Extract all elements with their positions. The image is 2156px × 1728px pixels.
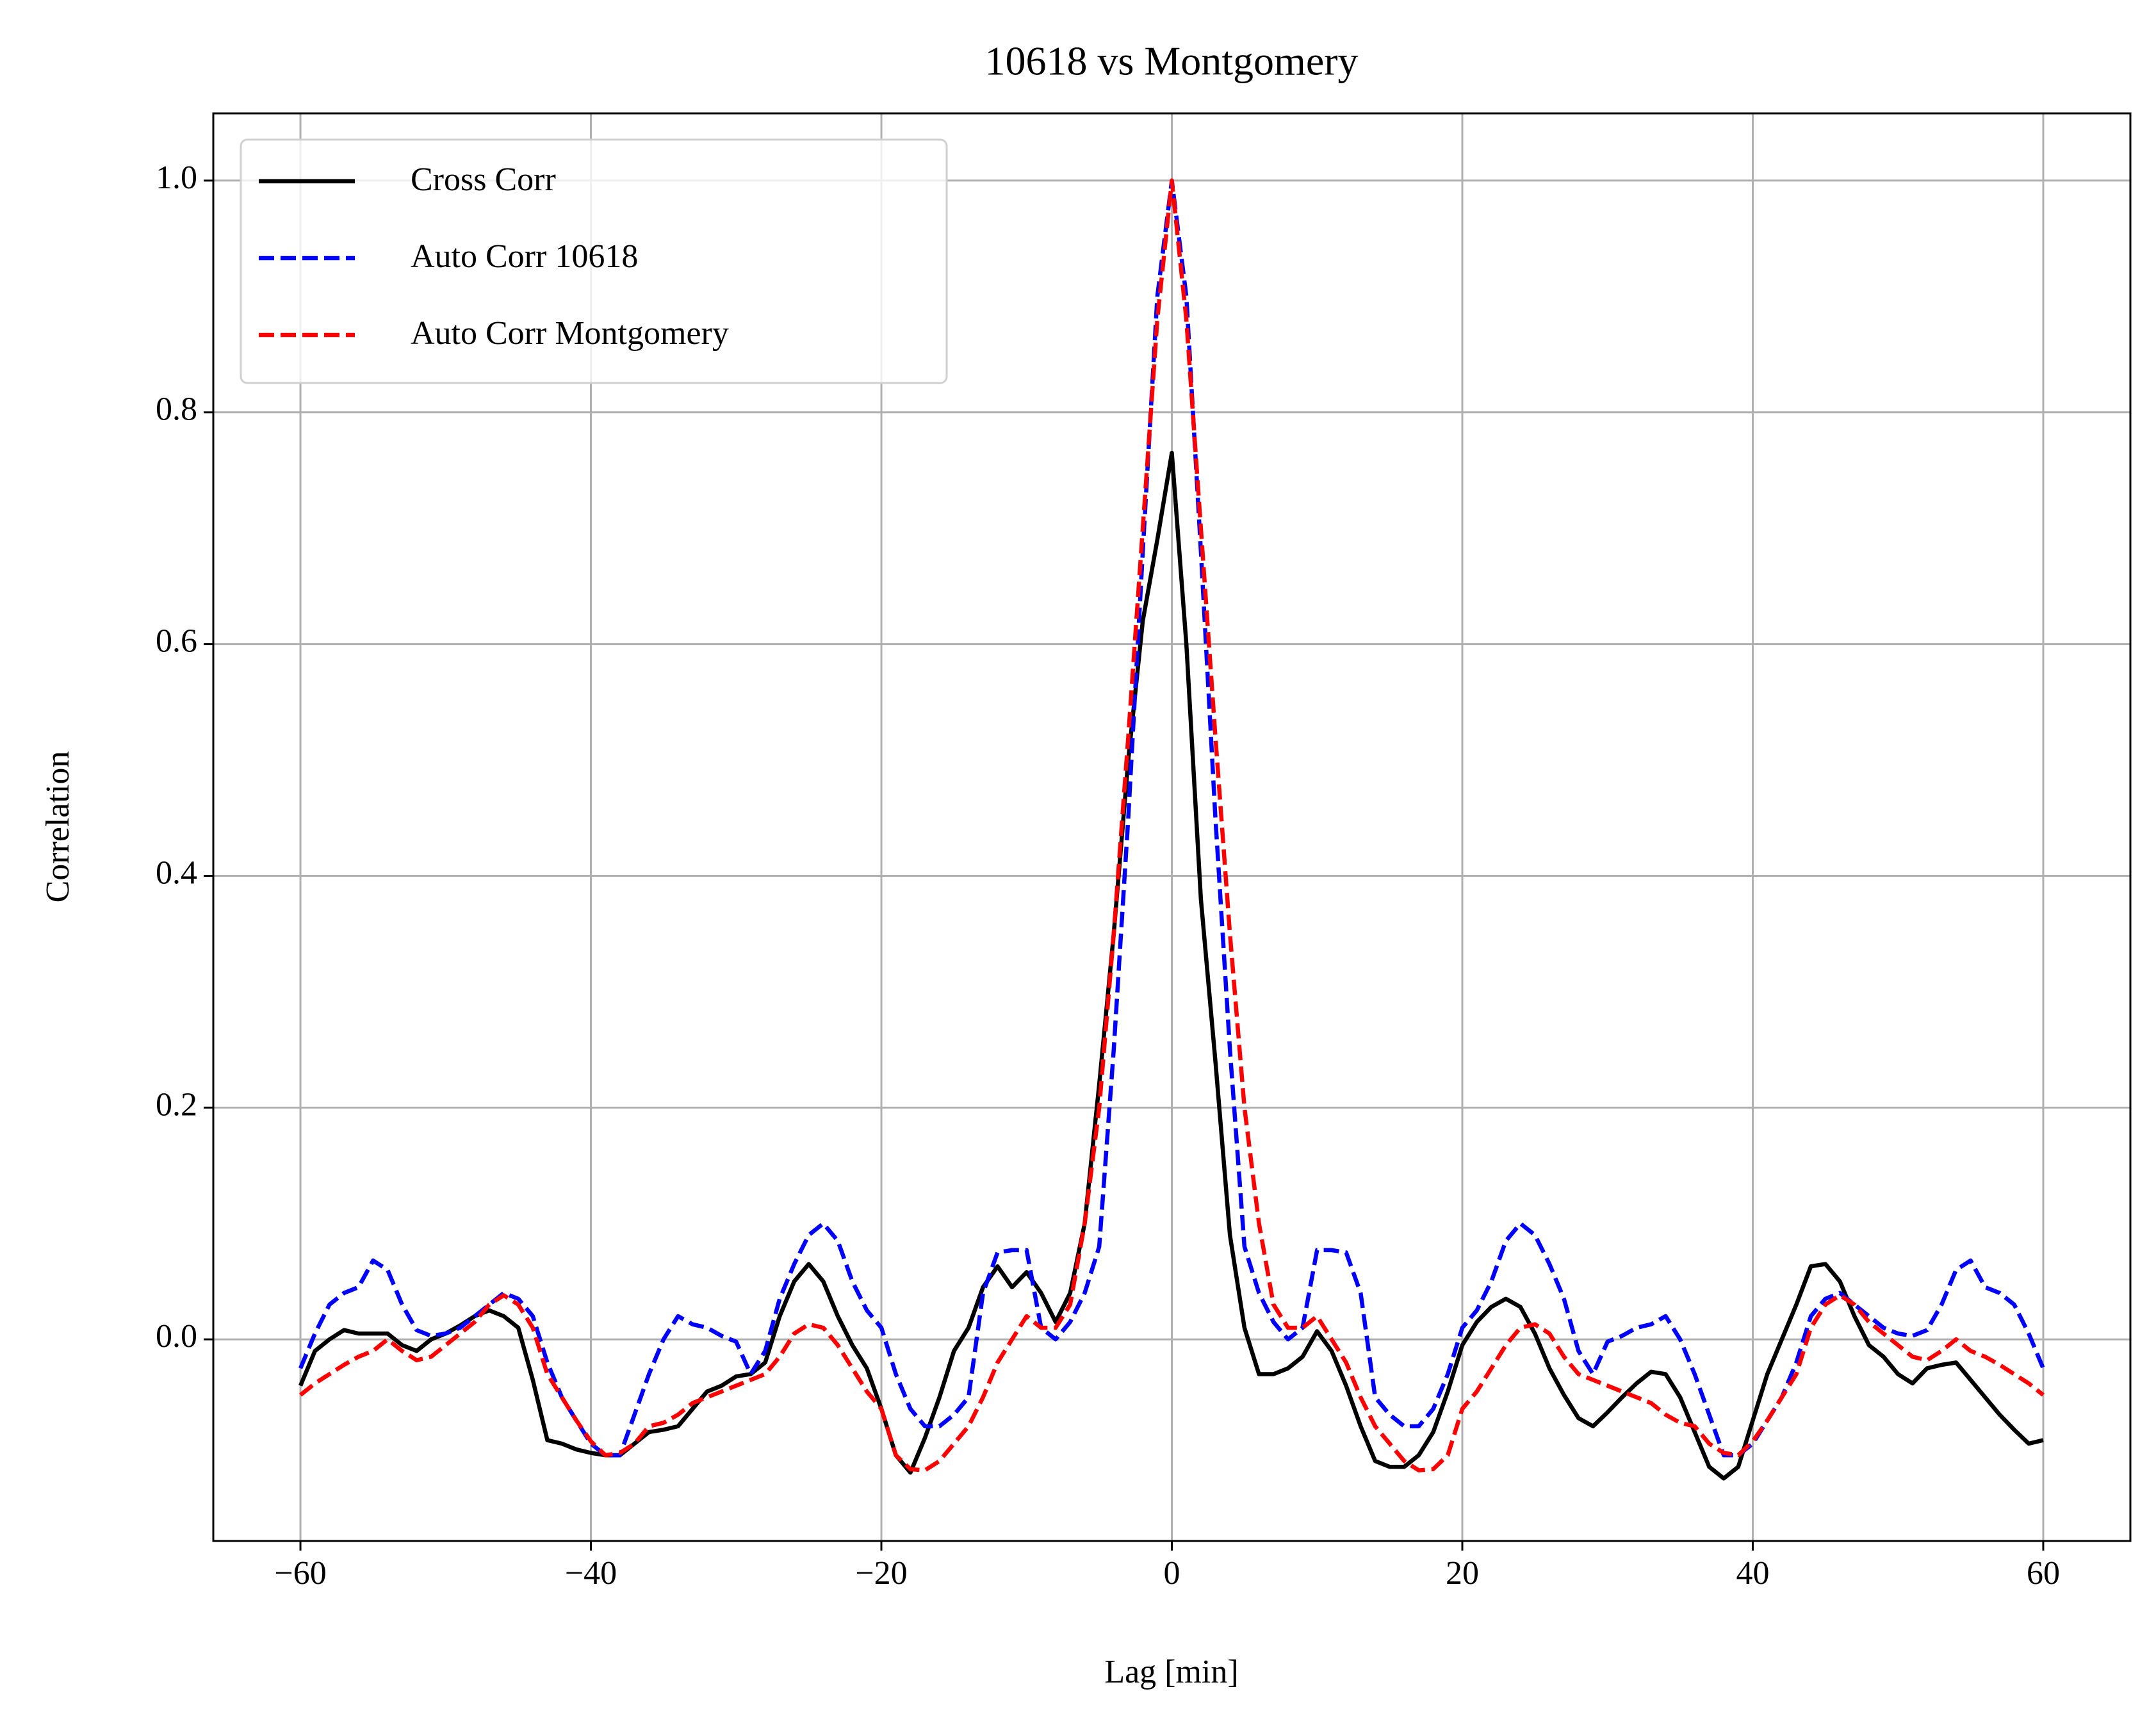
legend-box xyxy=(240,138,948,384)
series-line xyxy=(298,450,2044,1481)
legend-label: Cross Corr xyxy=(411,161,556,198)
ticks: −60 −40 −20 0 20 40 60 0.0 0.2 0.4 0.6 0.8 1.0 xyxy=(156,159,2060,1592)
x-tick-label: 60 xyxy=(2027,1555,2060,1592)
x-tick-label: 0 xyxy=(1164,1555,1180,1592)
x-axis-label: Lag [min] xyxy=(1104,1654,1238,1690)
plot-area xyxy=(298,178,2045,1481)
legend-label: Auto Corr 10618 xyxy=(411,238,638,275)
x-tick-label: 40 xyxy=(1736,1555,1769,1592)
y-tick-label: 0.8 xyxy=(156,391,197,428)
x-tick-label: −20 xyxy=(855,1555,907,1592)
y-tick-label: 0.2 xyxy=(156,1086,197,1123)
y-tick-label: 0.6 xyxy=(156,623,197,660)
y-tick-label: 1.0 xyxy=(156,159,197,196)
series-line xyxy=(299,178,2045,1472)
y-tick-label: 0.0 xyxy=(156,1318,197,1355)
y-tick-label: 0.4 xyxy=(156,854,197,891)
legend-label: Auto Corr Montgomery xyxy=(411,315,729,352)
x-tick-label: −40 xyxy=(565,1555,617,1592)
legend: Cross Corr Auto Corr 10618 Auto Corr Montg… xyxy=(240,138,948,384)
y-axis-label: Correlation xyxy=(40,751,76,903)
x-tick-label: 20 xyxy=(1446,1555,1479,1592)
x-tick-label: −60 xyxy=(274,1555,326,1592)
chart-title: 10618 vs Montgomery xyxy=(984,38,1358,84)
